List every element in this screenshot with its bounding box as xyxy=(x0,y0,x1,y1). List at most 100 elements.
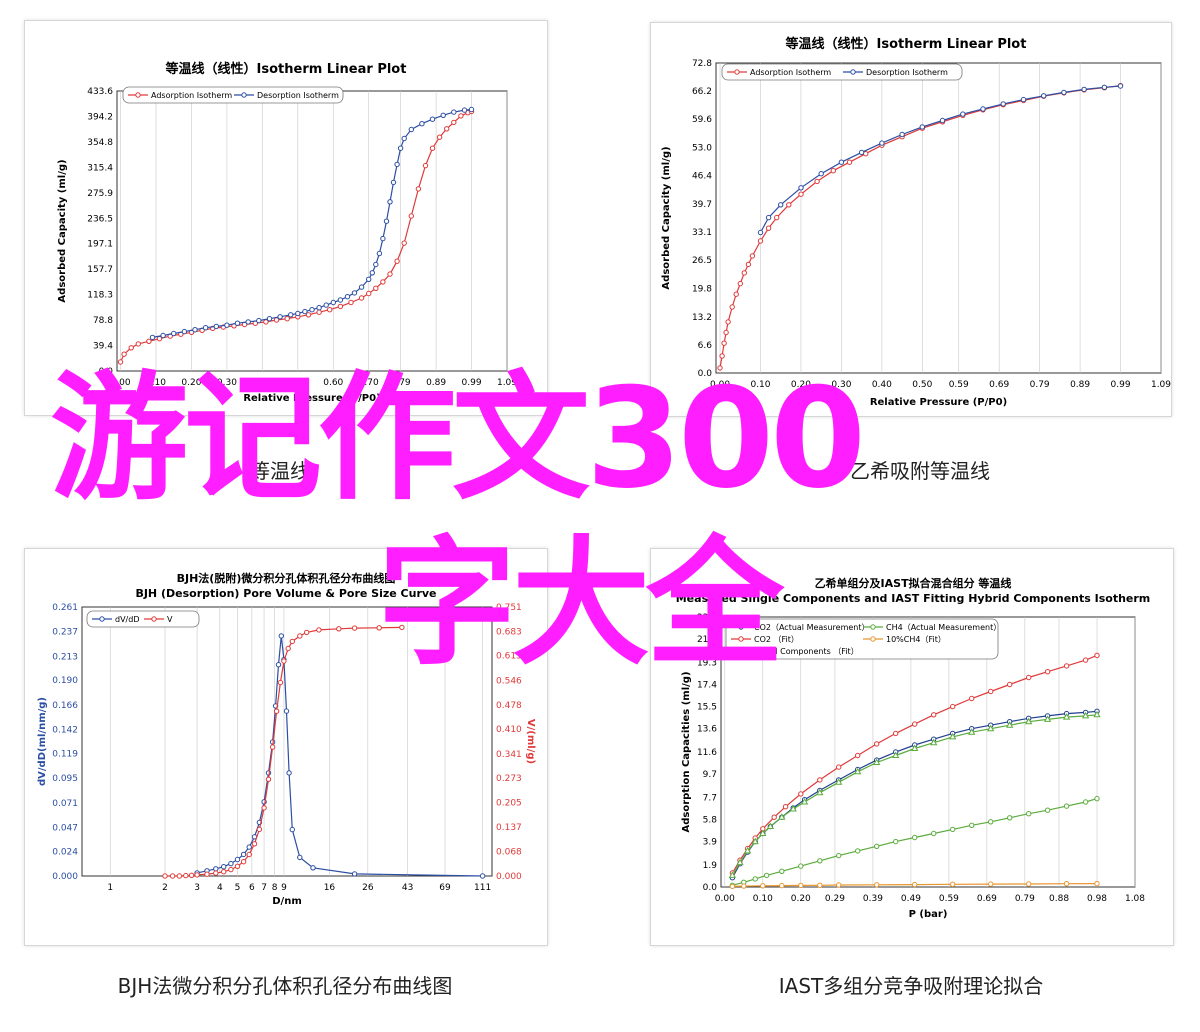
chart2-series-1-point-1 xyxy=(765,214,772,221)
chart1-series-1-point-14 xyxy=(295,310,301,317)
chart4-xtick-9: 0.88 xyxy=(1049,894,1069,904)
chart3-series-0-point-14 xyxy=(275,662,282,668)
chart4-ytick-12: 23.2 xyxy=(697,613,717,623)
chart2-series-0-point-16 xyxy=(814,178,820,185)
overlay-title-line-1: 游记作文300 xyxy=(50,358,866,519)
chart4-series-3-point-11 xyxy=(1026,881,1032,887)
chart2-xtick-9: 0.89 xyxy=(1070,380,1090,390)
chart3-legend-marker-0 xyxy=(99,616,105,622)
chart4-ytick-7: 13.6 xyxy=(697,725,717,735)
chart3-xtick-2: 3 xyxy=(194,883,200,893)
chart3-series-1-point-28 xyxy=(376,625,382,631)
chart4-legend-label-0: CO2（Actual Measurement） xyxy=(754,623,870,632)
chart4-ytick-2: 3.9 xyxy=(703,838,718,848)
chart3-ytick-right-9: 0.615 xyxy=(496,652,522,662)
chart1-series-0-point-29 xyxy=(394,258,400,264)
chart3-ytick-left-0: 0.000 xyxy=(52,872,78,882)
chart4-ytick-9: 17.4 xyxy=(697,681,717,691)
chart3-xtick-11: 43 xyxy=(402,883,413,893)
chart2-series-1-point-5 xyxy=(838,159,845,165)
caption-4: IAST多组分竞争吸附理论拟合 xyxy=(778,974,1044,998)
chart3-series-1-point-29 xyxy=(399,624,405,631)
chart3-series-1-point-27 xyxy=(351,625,358,631)
chart4-series-1-point-8 xyxy=(855,848,861,854)
chart3-series-1-point-14 xyxy=(256,826,263,833)
chart4-ylabel: Adsorption Capacities (ml/g) xyxy=(681,671,692,832)
chart4-series-2-point-6 xyxy=(782,804,789,810)
chart1-series-0-point-37 xyxy=(451,119,457,126)
chart4-legend-label-2: CO2 （Fit） xyxy=(754,635,799,644)
chart4-series-1-point-15 xyxy=(988,819,994,825)
chart1-series-1-point-29 xyxy=(383,218,390,224)
chart1-ytick-5: 197.1 xyxy=(87,240,113,250)
chart3-series-1-point-0 xyxy=(162,873,168,879)
chart2-ytick-3: 19.8 xyxy=(692,285,712,295)
chart1-series-0-point-38 xyxy=(458,113,464,119)
chart3-ytick-right-3: 0.205 xyxy=(496,799,522,809)
chart4-series-4-point-23 xyxy=(1081,711,1090,719)
chart1-series-1-point-18 xyxy=(323,302,329,308)
chart1-series-1-point-3 xyxy=(181,328,188,335)
chart1-legend-marker-1 xyxy=(241,92,247,98)
chart1-legend-marker-0 xyxy=(135,92,141,98)
chart4-series-1-point-10 xyxy=(893,838,899,845)
chart2-series-1-point-6 xyxy=(858,149,865,156)
chart2-series-0-point-7 xyxy=(737,280,744,287)
chart4-legend-marker-0 xyxy=(738,624,744,630)
chart2-legend-label-1: Desorption Isotherm xyxy=(866,68,948,77)
chart3-series-1-point-12 xyxy=(246,851,252,858)
chart3-legend-label-0: dV/dD xyxy=(115,615,139,624)
chart1-xtick-2: 0.20 xyxy=(181,378,201,388)
chart3-series-1-point-9 xyxy=(228,866,234,873)
chart3-series-1-point-16 xyxy=(265,776,272,783)
chart4-series-2-point-10 xyxy=(855,752,861,759)
chart3-series-0-point-23 xyxy=(479,873,486,879)
chart1-series-0-point-3 xyxy=(135,341,142,347)
chart3-ytick-right-8: 0.546 xyxy=(496,676,522,686)
chart4-plot-frame xyxy=(720,616,1136,888)
chart1-ytick-8: 315.4 xyxy=(87,163,113,173)
chart2-xtick-7: 0.69 xyxy=(989,380,1009,390)
chart4-series-2-point-8 xyxy=(817,777,823,783)
chart4-series-2-point-16 xyxy=(969,695,975,702)
chart4-series-4-point-0 xyxy=(728,871,737,878)
chart3-xtick-5: 6 xyxy=(249,883,255,893)
chart3-ytick-left-9: 0.213 xyxy=(52,652,78,662)
chart4-series-3-point-12 xyxy=(1063,881,1070,887)
chart1-series-0-point-33 xyxy=(422,162,429,169)
chart2-series-0-point-12 xyxy=(765,225,772,231)
chart3-series-0-point-7 xyxy=(246,844,252,850)
chart4-series-2-point-19 xyxy=(1026,674,1032,681)
chart2-series-0-point-13 xyxy=(774,214,780,221)
chart1-series-1-point-41 xyxy=(468,106,475,113)
chart1-series-0-point-31 xyxy=(408,213,414,219)
chart4-xtick-10: 0.98 xyxy=(1087,894,1107,904)
chart-svg-4: 乙希单组分及IAST拟合混合组分 等温线 Measured Single Comp… xyxy=(676,576,1151,920)
chart4-legend-marker-1 xyxy=(870,624,876,630)
chart1-ylabel: Adsorbed Capacity (ml/g) xyxy=(57,159,68,302)
chart2-series-0-point-2 xyxy=(721,340,727,346)
chart4-series-4-point-15 xyxy=(930,738,938,746)
chart4-xtick-11: 1.08 xyxy=(1125,894,1145,904)
chart4-series-4-point-1 xyxy=(736,858,744,866)
chart1-series-0-point-34 xyxy=(429,145,436,151)
chart3-series-0-point-2 xyxy=(213,866,219,872)
chart1-series-1-point-1 xyxy=(160,332,166,339)
chart3-xtick-8: 9 xyxy=(281,883,287,893)
chart2-series-0-point-0 xyxy=(717,365,723,371)
chart4-series-1-point-20 xyxy=(1082,799,1089,805)
chart3-ytick-left-2: 0.047 xyxy=(52,824,78,834)
chart1-series-1-point-7 xyxy=(224,322,230,328)
chart-panel-4: 乙希单组分及IAST拟合混合组分 等温线 Measured Single Comp… xyxy=(650,548,1174,946)
chart4-series-3-point-9 xyxy=(950,881,956,887)
chart3-ytick-left-6: 0.142 xyxy=(52,726,78,736)
chart3-ytick-left-10: 0.237 xyxy=(52,628,78,638)
chart2-ytick-10: 66.2 xyxy=(692,87,712,97)
chart1-series-1-point-19 xyxy=(330,299,336,306)
chart4-series-2-point-9 xyxy=(836,764,842,770)
chart1-series-0-point-22 xyxy=(337,303,344,310)
chart2-series-0-point-8 xyxy=(741,270,748,276)
chart-panel-1: 等温线（线性）Isotherm Linear Plot 0.0 39.4 78.8 11… xyxy=(24,20,548,416)
chart1-series-0-point-30 xyxy=(401,240,407,246)
chart1-series-1-point-13 xyxy=(288,312,294,318)
